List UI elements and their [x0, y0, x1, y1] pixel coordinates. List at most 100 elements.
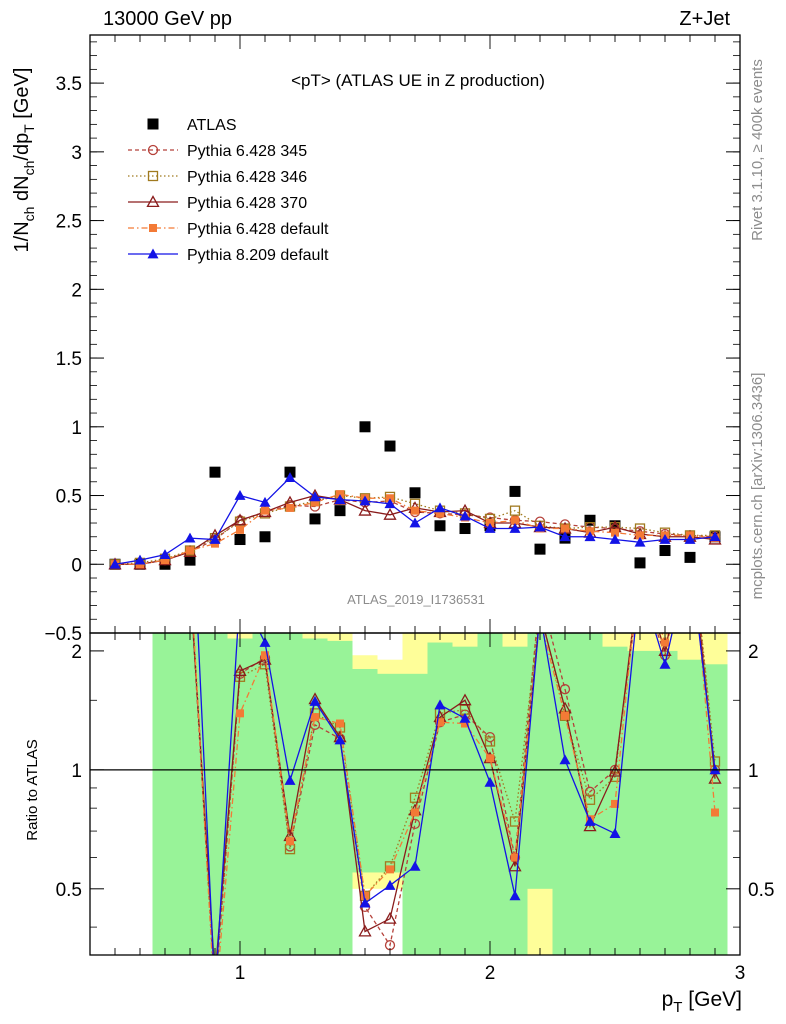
ratio-point-pythia-6-428-370	[708, 771, 722, 784]
ratio-point-pythia-6-428-default	[336, 719, 344, 728]
ratio-band-green	[252, 633, 278, 955]
main-point-pythia-6-428-370	[358, 503, 372, 516]
ratio-point-pythia-6-428-346	[186, 566, 195, 575]
ratio-point-pythia-8-209-default	[584, 816, 596, 826]
ratio-point-pythia-8-209-default	[359, 897, 371, 908]
ratio-point-pythia-8-209-default	[409, 860, 421, 871]
main-point-pythia-8-209-default	[434, 502, 446, 513]
legend-label-pythia-8-209-default: Pythia 8.209 default	[187, 247, 329, 264]
ratio-line-pythia-6-428-default	[193, 633, 716, 955]
main-point-atlas	[459, 523, 471, 535]
main-point-atlas	[659, 545, 671, 557]
ratio-point-pythia-8-209-default	[509, 890, 521, 901]
x-tick-label: 3	[735, 963, 746, 984]
main-y-tick-label: 1.5	[56, 349, 82, 370]
ratio-point-pythia-8-209-default	[284, 774, 296, 785]
ratio-point-pythia-8-209-default	[459, 712, 471, 723]
main-point-pythia-6-428-default	[261, 506, 269, 515]
ratio-point-pythia-6-428-370	[383, 911, 397, 924]
ratio-point-pythia-6-428-default	[361, 891, 369, 900]
main-point-atlas	[234, 534, 246, 546]
main-point-pythia-8-209-default	[109, 558, 121, 569]
legend-marker-atlas	[147, 118, 159, 130]
ratio-point-pythia-6-428-370	[535, 607, 546, 617]
mcplots-label: mcplots.cern.ch [arXiv:1306.3436]	[749, 373, 766, 600]
ratio-point-pythia-6-428-default	[661, 638, 669, 647]
ratio-band-green	[652, 650, 678, 955]
main-point-pythia-8-209-default	[609, 534, 621, 544]
legend-marker-pythia-6-428-346	[147, 170, 159, 182]
main-point-atlas	[609, 520, 621, 532]
main-point-pythia-8-209-default	[159, 549, 171, 560]
ratio-point-pythia-6-428-370	[185, 576, 196, 586]
rivet-version-label: Rivet 3.1.10, ≥ 400k events	[749, 59, 766, 241]
main-point-atlas	[334, 505, 346, 517]
legend-label-atlas: ATLAS	[187, 117, 237, 134]
main-point-pythia-8-209-default	[659, 534, 671, 544]
ratio-point-pythia-8-209-default	[434, 699, 446, 710]
main-point-pythia-6-428-default	[286, 503, 294, 512]
main-point-pythia-6-428-370	[233, 513, 247, 526]
main-point-pythia-8-209-default	[509, 523, 521, 533]
ratio-point-pythia-6-428-default	[486, 754, 494, 763]
ratio-point-pythia-8-209-default	[185, 457, 196, 467]
ratio-point-pythia-6-428-default	[261, 651, 269, 660]
chart-title: <pT> (ATLAS UE in Z production)	[291, 71, 545, 90]
ratio-band-green	[677, 659, 703, 955]
ratio-point-pythia-6-428-default	[461, 719, 469, 728]
ratio-point-pythia-8-209-default	[635, 576, 646, 586]
ratio-point-pythia-6-428-346	[409, 792, 421, 803]
ratio-point-pythia-6-428-default	[386, 865, 394, 874]
ratio-point-pythia-8-209-default	[609, 828, 621, 838]
legend-marker-pythia-8-209-default	[147, 248, 159, 259]
ratio-point-pythia-6-428-346	[484, 736, 496, 747]
main-point-pythia-8-209-default	[309, 491, 321, 502]
axes: −0.5 0 0.5 1 1.5 2 2.5 3 3.5 1 2 3 0.5 0.5 1 1 2 2	[44, 34, 774, 984]
main-point-pythia-6-428-default	[236, 525, 244, 534]
main-point-pythia-8-209-default	[284, 472, 296, 483]
ratio-band-green	[577, 633, 603, 955]
ratio-uncertainty-bands	[152, 633, 728, 955]
main-line-pythia-6-428-370	[115, 494, 716, 565]
ratio-point-pythia-6-428-345	[186, 577, 195, 586]
ratio-point-pythia-8-209-default	[259, 637, 271, 647]
legend-label-pythia-6-428-default: Pythia 6.428 default	[187, 221, 329, 238]
main-point-atlas	[184, 554, 196, 566]
ratio-band-green	[202, 633, 228, 955]
main-point-pythia-8-209-default	[559, 531, 571, 542]
main-point-pythia-8-209-default	[209, 534, 221, 544]
legend: ATLAS Pythia 6.428 345 Pythia 6.428 346 Pyt…	[128, 117, 329, 264]
ratio-point-pythia-6-428-default	[611, 799, 619, 808]
main-y-tick-label: 0	[71, 555, 82, 576]
ratio-point-pythia-6-428-default	[536, 616, 544, 624]
ratio-band-green	[377, 673, 403, 873]
main-point-pythia-6-428-346	[509, 505, 521, 516]
ratio-point-pythia-8-209-default	[484, 776, 496, 787]
main-point-atlas	[259, 531, 271, 543]
main-point-pythia-8-209-default	[134, 554, 146, 565]
main-point-atlas	[359, 421, 371, 433]
ratio-point-pythia-6-428-370	[233, 664, 247, 676]
main-y-tick-label: 2	[71, 280, 82, 301]
ratio-point-pythia-6-428-default	[511, 853, 519, 862]
legend-label-pythia-6-428-345: Pythia 6.428 345	[187, 143, 307, 160]
ratio-point-pythia-6-428-default	[211, 1004, 219, 1012]
main-y-tick-label: −0.5	[44, 624, 82, 645]
main-y-tick-label: 3.5	[56, 74, 82, 95]
main-point-pythia-6-428-370	[383, 507, 397, 520]
ratio-band-green	[427, 642, 453, 955]
main-point-pythia-8-209-default	[359, 495, 371, 506]
main-point-atlas	[309, 513, 321, 525]
main-point-pythia-8-209-default	[634, 536, 646, 547]
main-point-pythia-6-428-default	[436, 509, 444, 518]
ratio-point-pythia-6-428-346	[686, 519, 695, 528]
ratio-point-pythia-6-428-345	[536, 589, 545, 598]
main-point-pythia-8-209-default	[234, 490, 246, 500]
x-tick-label: 2	[485, 963, 496, 984]
ratio-line-pythia-6-428-346	[193, 633, 716, 955]
ratio-point-pythia-8-209-default	[384, 879, 396, 890]
main-point-pythia-6-428-default	[161, 556, 169, 565]
ratio-line-pythia-8-209-default	[197, 633, 716, 955]
main-point-pythia-8-209-default	[709, 531, 721, 542]
